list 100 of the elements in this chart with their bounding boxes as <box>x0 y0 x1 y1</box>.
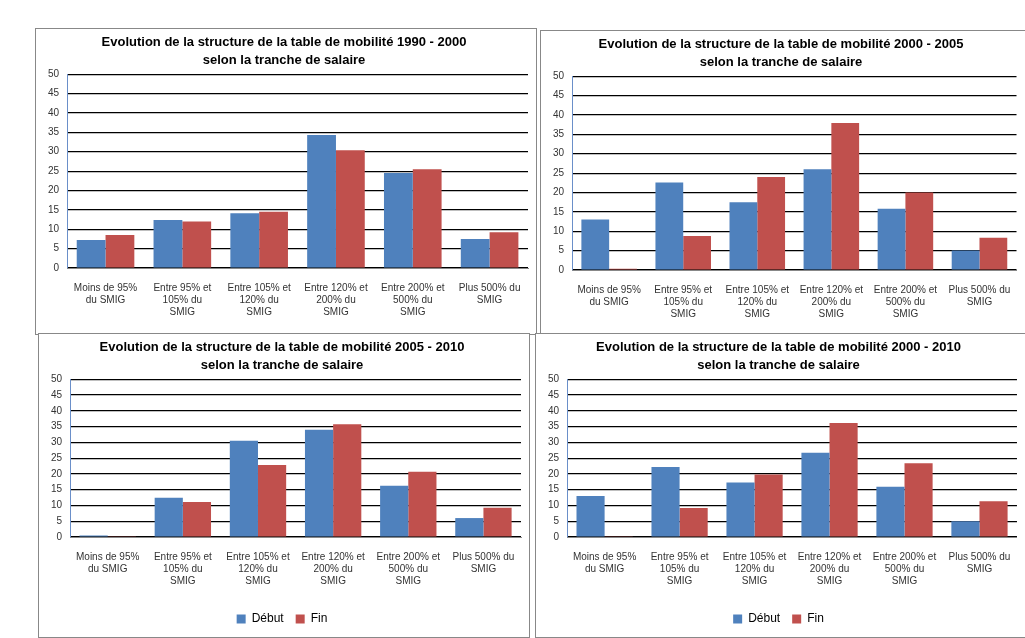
bar <box>904 463 933 537</box>
y-tick-label: 10 <box>48 222 60 234</box>
bar <box>304 429 334 537</box>
y-tick-label: 45 <box>51 388 63 400</box>
bar <box>905 192 934 270</box>
y-tick-label: 40 <box>553 108 565 120</box>
bar <box>412 169 442 268</box>
chart-title: Evolution de la structure de la table de mobilité 1990 - 2000 <box>101 34 467 50</box>
bar <box>460 238 490 268</box>
bar <box>307 135 336 268</box>
y-tick-label: 5 <box>53 242 60 254</box>
bar <box>335 150 365 268</box>
x-tick-label: Entre 120% et 200% du SMIG <box>797 550 862 586</box>
bar <box>380 485 409 537</box>
x-tick-label: Entre 120% et 200% du SMIG <box>799 283 864 319</box>
y-tick-label: 5 <box>553 514 560 526</box>
x-tick-label: Plus 500% du SMIG <box>452 550 515 574</box>
chart-title: Evolution de la structure de la table de mobilité 2000 - 2010 <box>596 339 961 355</box>
bar <box>754 474 783 537</box>
bar <box>729 202 758 270</box>
bar <box>154 497 183 537</box>
y-tick-label: 35 <box>548 420 560 432</box>
legend-label: Début <box>748 611 781 626</box>
bar <box>831 123 860 270</box>
y-tick-label: 25 <box>553 166 565 178</box>
x-tick-label: Entre 200% et 500% du SMIG <box>872 550 937 586</box>
y-tick-label: 0 <box>558 263 565 275</box>
y-tick-label: 25 <box>548 451 560 463</box>
bar <box>655 182 684 270</box>
x-tick-label: Moins de 95% du SMIG <box>572 550 637 574</box>
bar <box>257 465 287 537</box>
chart-subtitle: selon la tranche de salaire <box>202 51 366 67</box>
legend-label: Début <box>251 611 285 626</box>
y-tick-label: 30 <box>51 436 63 448</box>
y-tick-label: 35 <box>553 128 565 140</box>
y-tick-label: 50 <box>548 372 560 384</box>
y-tick-label: 15 <box>548 483 560 495</box>
x-tick-label: Plus 500% du SMIG <box>948 550 1011 574</box>
y-tick-label: 20 <box>48 184 60 196</box>
x-tick-label: Entre 120% et 200% du SMIG <box>301 550 366 586</box>
x-tick-label: Entre 95% et 105% du SMIG <box>650 550 709 586</box>
chart-title: Evolution de la structure de la table de mobilité 2005 - 2010 <box>99 339 465 355</box>
x-tick-label: Plus 500% du SMIG <box>948 283 1011 307</box>
x-tick-label: Entre 200% et 500% du SMIG <box>381 281 445 317</box>
y-tick-label: 10 <box>51 499 63 511</box>
bar <box>829 423 858 537</box>
y-tick-label: 15 <box>48 203 60 215</box>
bar <box>383 173 413 268</box>
y-tick-label: 35 <box>48 126 60 138</box>
y-tick-label: 35 <box>51 420 63 432</box>
chart-subtitle: selon la tranche de salaire <box>697 356 860 372</box>
bar <box>877 208 906 270</box>
x-tick-label: Entre 200% et 500% du SMIG <box>376 550 441 586</box>
chart-subtitle: selon la tranche de salaire <box>699 53 863 69</box>
y-tick-label: 40 <box>51 404 63 416</box>
x-tick-label: Entre 95% et 105% du SMIG <box>153 281 212 317</box>
x-tick-label: Entre 105% et 120% du SMIG <box>725 283 790 319</box>
bar <box>726 482 755 537</box>
bar <box>979 501 1008 537</box>
y-tick-label: 45 <box>48 87 60 99</box>
y-tick-label: 45 <box>553 89 565 101</box>
y-tick-label: 25 <box>51 451 63 463</box>
x-tick-label: Entre 105% et 120% du SMIG <box>722 550 787 586</box>
x-tick-label: Entre 95% et 105% du SMIG <box>654 283 713 319</box>
y-tick-label: 50 <box>51 372 63 384</box>
bar <box>651 466 680 537</box>
y-tick-label: 0 <box>53 261 60 273</box>
bar <box>182 221 212 268</box>
chart-subtitle: selon la tranche de salaire <box>200 356 364 372</box>
x-tick-label: Entre 105% et 120% du SMIG <box>227 281 292 317</box>
y-tick-label: 5 <box>56 514 63 526</box>
bar <box>876 486 905 537</box>
legend-label: Fin <box>310 611 328 626</box>
bar <box>229 440 258 537</box>
y-tick-label: 25 <box>48 164 60 176</box>
bar <box>259 211 288 268</box>
bar <box>182 501 212 537</box>
y-tick-label: 15 <box>553 205 565 217</box>
bar <box>801 452 830 537</box>
bar <box>76 240 106 268</box>
x-tick-label: Moins de 95% du SMIG <box>577 283 641 307</box>
bar <box>576 495 605 537</box>
y-tick-label: 40 <box>48 106 60 118</box>
y-tick-label: 10 <box>548 499 560 511</box>
y-tick-label: 50 <box>48 67 60 79</box>
y-tick-label: 50 <box>553 69 565 81</box>
y-tick-label: 45 <box>548 388 560 400</box>
bar <box>408 471 437 537</box>
bar <box>679 507 708 537</box>
y-tick-label: 20 <box>548 467 560 479</box>
y-tick-label: 30 <box>553 147 565 159</box>
y-tick-label: 30 <box>548 436 560 448</box>
x-tick-label: Entre 120% et 200% du SMIG <box>304 281 368 317</box>
bar <box>483 507 512 537</box>
x-tick-label: Entre 105% et 120% du SMIG <box>226 550 290 586</box>
y-tick-label: 5 <box>558 244 565 256</box>
y-tick-label: 15 <box>51 483 63 495</box>
bar <box>333 424 362 537</box>
y-tick-label: 0 <box>56 530 63 542</box>
y-tick-label: 10 <box>553 224 565 236</box>
